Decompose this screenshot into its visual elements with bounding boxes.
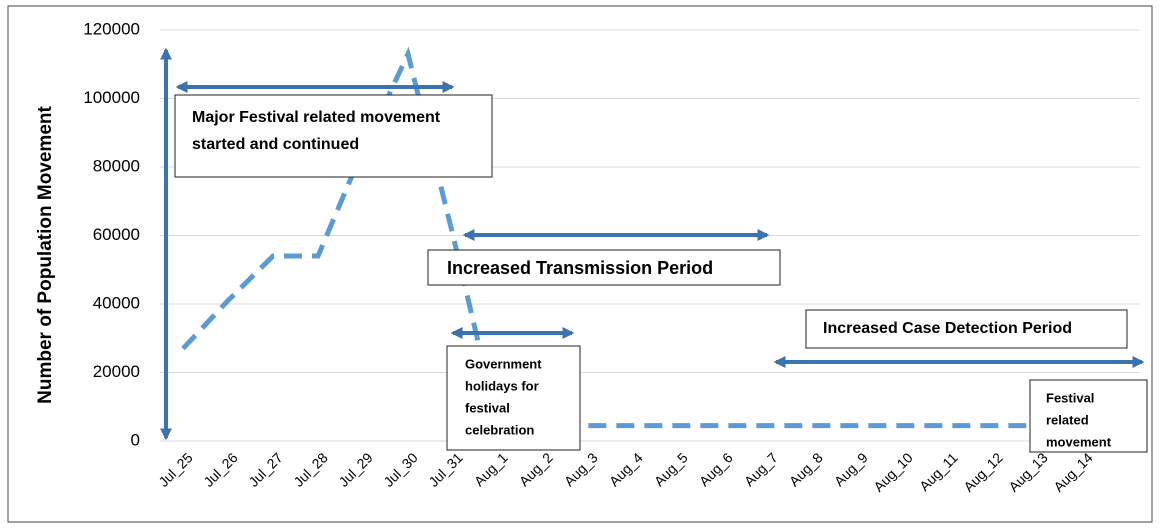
- annotation-box: [1029, 379, 1148, 453]
- y-tick-label: 0: [131, 430, 140, 449]
- annotation-box: [427, 249, 781, 286]
- annotation-text: celebration: [465, 422, 534, 437]
- annotation-text: Festival: [1046, 390, 1094, 405]
- annotation-text: festival: [465, 400, 510, 415]
- annotation-box: [174, 94, 493, 178]
- annotation-text: started and continued: [192, 136, 359, 153]
- y-tick-label: 80000: [93, 156, 140, 175]
- annotation-text: Government: [465, 356, 542, 371]
- annotation-box: [805, 309, 1128, 349]
- y-tick-label: 100000: [83, 88, 140, 107]
- annotation-box: [446, 345, 581, 451]
- y-tick-label: 20000: [93, 362, 140, 381]
- y-axis-label: Number of Population Movement: [35, 105, 56, 403]
- annotation-text: Increased Transmission Period: [447, 258, 713, 278]
- data-line: [181, 46, 1083, 429]
- annotation-text: Increased Case Detection Period: [823, 320, 1072, 337]
- annotation-text: related: [1046, 412, 1089, 427]
- y-tick-label: 40000: [93, 293, 140, 312]
- y-tick-label: 60000: [93, 225, 140, 244]
- annotation-text: holidays for: [465, 378, 539, 393]
- annotation-text: Major Festival related movement: [192, 109, 441, 126]
- y-tick-label: 120000: [83, 19, 140, 38]
- annotation-text: movement: [1046, 434, 1112, 449]
